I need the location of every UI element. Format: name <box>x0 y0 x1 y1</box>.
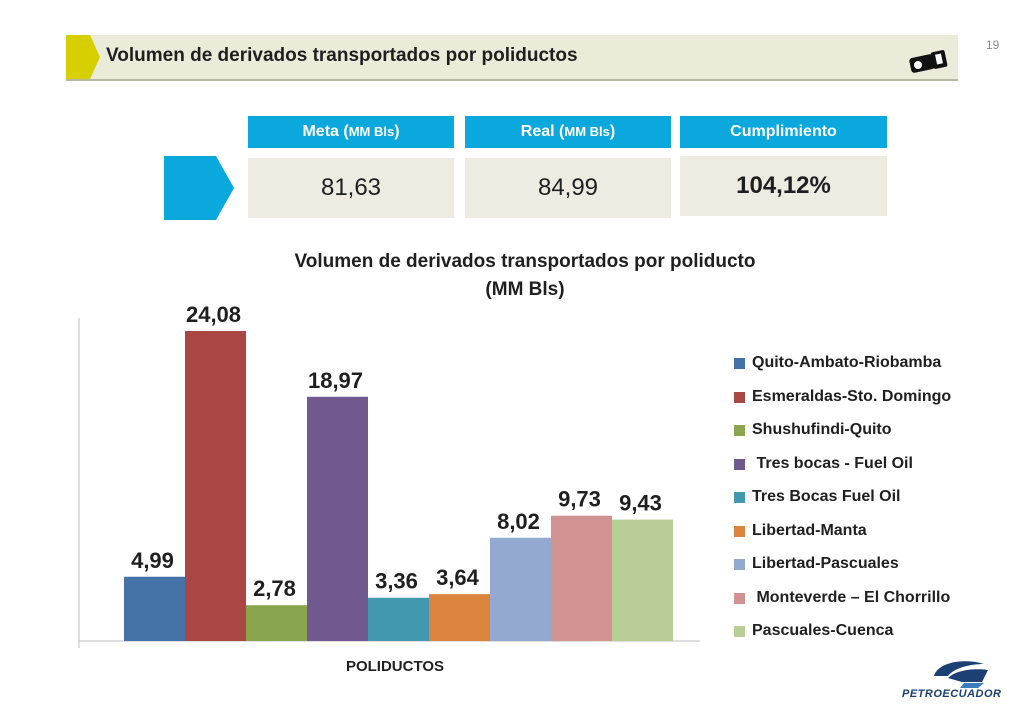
bar-data-label: 9,73 <box>558 487 601 512</box>
kpi-header-suffix: ) <box>394 123 400 140</box>
chart-subtitle: (MM Bls) <box>485 279 565 300</box>
kpi-chevron-icon <box>164 156 234 220</box>
logo-text: PETROECUADOR <box>902 688 1002 700</box>
legend-label: Libertad-Manta <box>752 521 867 539</box>
legend-item: Tres bocas - Fuel Oil <box>734 453 951 475</box>
camera-icon <box>909 50 948 73</box>
kpi-header-label: Real ( <box>520 123 565 140</box>
kpi-header-unit: MM Bls <box>348 124 395 139</box>
legend-label: Esmeraldas-Sto. Domingo <box>752 387 952 405</box>
legend-swatch <box>734 626 745 637</box>
bar-data-label: 8,02 <box>497 509 540 534</box>
chart-title-text: Volumen de derivados transportados por p… <box>294 251 756 272</box>
kpi-header-cumplimiento: Cumplimiento <box>680 116 887 148</box>
title-bar <box>66 35 958 81</box>
legend-swatch <box>734 559 745 570</box>
legend-item: Tres Bocas Fuel Oil <box>734 486 951 508</box>
legend-label: Quito-Ambato-Riobamba <box>752 354 942 371</box>
legend-swatch <box>734 458 745 470</box>
bar-data-label: 2,78 <box>253 576 296 601</box>
legend-swatch <box>734 492 745 503</box>
bar-1 <box>124 576 185 641</box>
chart-legend: Quito-Ambato-Riobamba Esmeraldas-Sto. Dom… <box>734 352 951 654</box>
kpi-header-label: Cumplimiento <box>730 123 837 140</box>
bar-data-label: 3,36 <box>375 569 418 594</box>
kpi-value-real: 84,99 <box>465 158 671 218</box>
bar-data-label: 3,64 <box>436 565 480 590</box>
bar-2 <box>185 331 246 641</box>
legend-item: Quito-Ambato-Riobamba <box>734 352 951 374</box>
title-chevron-icon <box>66 35 100 79</box>
legend-item: Libertad-Manta <box>734 520 951 542</box>
bar-6 <box>429 594 490 641</box>
legend-label: Tres Bocas Fuel Oil <box>752 488 901 505</box>
legend-label: Shushufindi-Quito <box>752 421 892 438</box>
kpi-value-meta: 81,63 <box>248 158 454 218</box>
bar-8 <box>551 515 612 641</box>
legend-item: Shushufindi-Quito <box>734 419 951 441</box>
bar-5 <box>368 597 429 641</box>
x-axis-label: POLIDUCTOS <box>345 658 445 675</box>
legend-label: Pascuales-Cuenca <box>752 622 894 639</box>
legend-item: Libertad-Pascuales <box>734 553 951 575</box>
legend-swatch <box>734 525 745 537</box>
kpi-header-unit: MM Bls <box>564 124 610 139</box>
page-number: 19 <box>986 38 1000 52</box>
legend-label: Tres bocas - Fuel Oil <box>752 454 913 472</box>
kpi-header-real: Real (MM Bls) <box>465 116 671 148</box>
chart-title: Volumen de derivados transportados por p… <box>260 248 790 304</box>
legend-item: Esmeraldas-Sto. Domingo <box>734 386 951 408</box>
bar-data-label: 18,97 <box>308 368 363 393</box>
legend-label: Monteverde – El Chorrillo <box>752 588 951 606</box>
kpi-value-cumplimiento: 104,12% <box>680 156 887 216</box>
bar-9 <box>612 519 673 641</box>
slide-title: Volumen de derivados transportados por p… <box>106 45 578 66</box>
legend-label: Libertad-Pascuales <box>752 555 899 572</box>
legend-item: Monteverde – El Chorrillo <box>734 587 951 609</box>
kpi-header-label: Meta ( <box>302 123 349 140</box>
kpi-header-suffix: ) <box>609 123 616 140</box>
bar-data-label: 24,08 <box>186 302 241 327</box>
legend-item: Pascuales-Cuenca <box>734 620 951 642</box>
legend-swatch <box>734 391 745 403</box>
legend-swatch <box>734 358 745 369</box>
legend-swatch <box>734 592 745 604</box>
bar-data-label: 9,43 <box>619 491 662 516</box>
bar-3 <box>246 605 307 641</box>
bar-7 <box>490 537 551 641</box>
bar-4 <box>307 396 368 641</box>
kpi-header-meta: Meta (MM Bls) <box>248 116 454 148</box>
legend-swatch <box>734 425 745 436</box>
bar-data-label: 4,99 <box>131 548 174 573</box>
petroecuador-logo <box>934 661 988 688</box>
